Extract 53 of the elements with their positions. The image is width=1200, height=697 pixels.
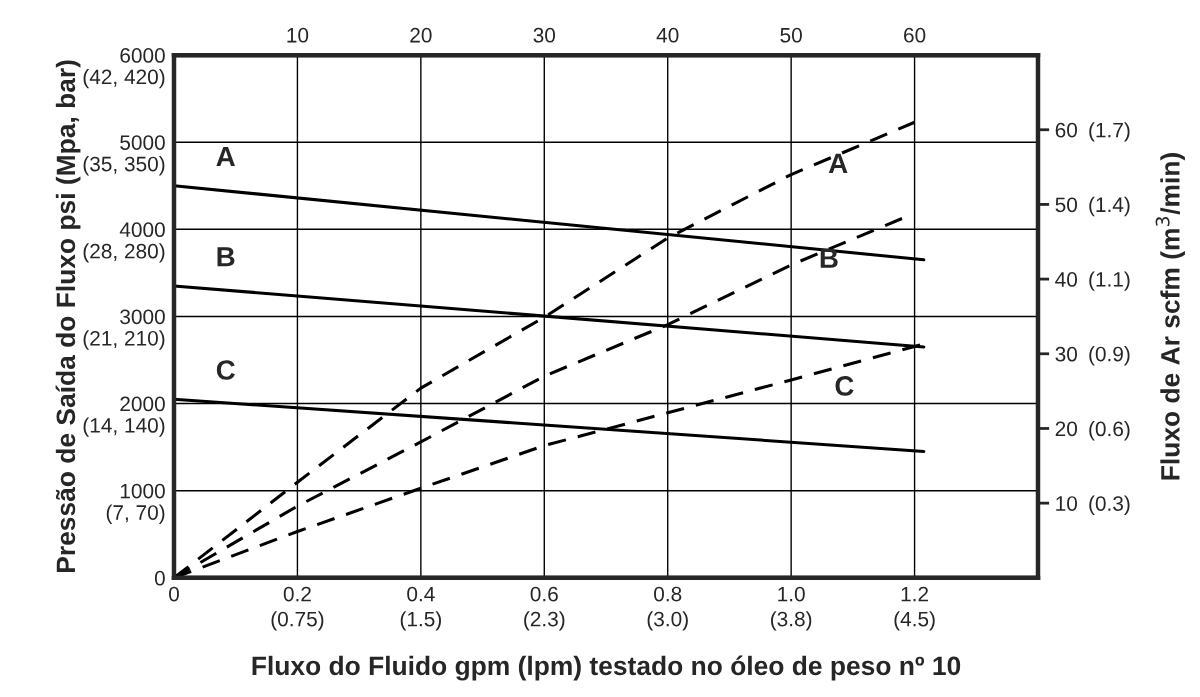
text: (42, 420)	[83, 68, 165, 89]
y3-tick-label: (0.6)	[1089, 420, 1130, 441]
series-label: A	[828, 153, 848, 173]
y3-tick-label: (1.7)	[1089, 122, 1130, 142]
series-label: C	[835, 376, 854, 396]
y3-tick-label: (0.3)	[1089, 495, 1130, 516]
x2-tick-label: 30	[533, 27, 556, 43]
text: (0.75)	[271, 611, 324, 631]
series-label: B	[217, 247, 235, 267]
series-label: B	[820, 248, 838, 268]
y2-tick-label: 50	[1055, 197, 1078, 213]
y2-tick-label: 10	[1056, 496, 1078, 511]
y2-tick-label: 40	[1055, 272, 1078, 287]
text: (21, 210)	[83, 330, 165, 350]
text: (2.3)	[524, 611, 565, 631]
y2-tick-label: 30	[1055, 346, 1078, 362]
text: (1.5)	[400, 611, 441, 631]
y-tick-label: 4000	[119, 222, 165, 238]
x-tick-label: 0.8	[654, 586, 682, 602]
x2-tick-label: 60	[904, 27, 926, 43]
x-tick-label: 0.4	[407, 586, 435, 602]
text: (7, 70)	[106, 504, 165, 524]
text: (4.5)	[894, 611, 935, 631]
x2-tick-label: 40	[656, 27, 679, 43]
x-tick-label: 0	[169, 586, 179, 602]
y-tick-label: 2000	[120, 396, 165, 412]
x-tick-label: 1.2	[901, 586, 929, 602]
series-label: A	[216, 146, 235, 167]
y3-tick-label: (1.4)	[1089, 196, 1130, 217]
text: (3.0)	[647, 611, 688, 631]
y2-tick-label: 60	[1055, 122, 1078, 138]
text: (14, 140)	[83, 417, 165, 437]
series-label: C	[216, 360, 235, 380]
y2-axis-title: Fluxo de Ar scfm (m$^{3}$/min)	[1155, 153, 1185, 480]
y-tick-label: 0	[154, 570, 165, 586]
x2-tick-label: 10	[287, 27, 309, 43]
x-tick-label: 0.6	[530, 586, 558, 602]
x2-tick-label: 50	[780, 27, 802, 43]
text: (3.8)	[771, 611, 812, 631]
y-tick-label: 1000	[120, 483, 165, 499]
x-axis-title: Fluxo do Fluido gpm (lpm) testado no óleo de peso nº 10	[252, 655, 961, 681]
y-tick-label: 3000	[120, 309, 165, 325]
text: (35, 350)	[83, 156, 165, 176]
x-tick-label: 0.2	[283, 586, 311, 602]
y2-tick-label: 20	[1055, 421, 1078, 437]
text: (28, 280)	[83, 243, 165, 263]
y-axis-title: Pressão de Saída do Fluxo psi (Mpa, bar)	[55, 60, 81, 572]
y-tick-label: 5000	[120, 135, 165, 150]
y-tick-label: 6000	[120, 48, 165, 63]
y3-tick-label: (0.9)	[1089, 346, 1130, 366]
x-tick-label: 1.0	[778, 586, 805, 602]
y3-tick-label: (1.1)	[1089, 271, 1130, 291]
x2-tick-label: 20	[410, 27, 432, 43]
